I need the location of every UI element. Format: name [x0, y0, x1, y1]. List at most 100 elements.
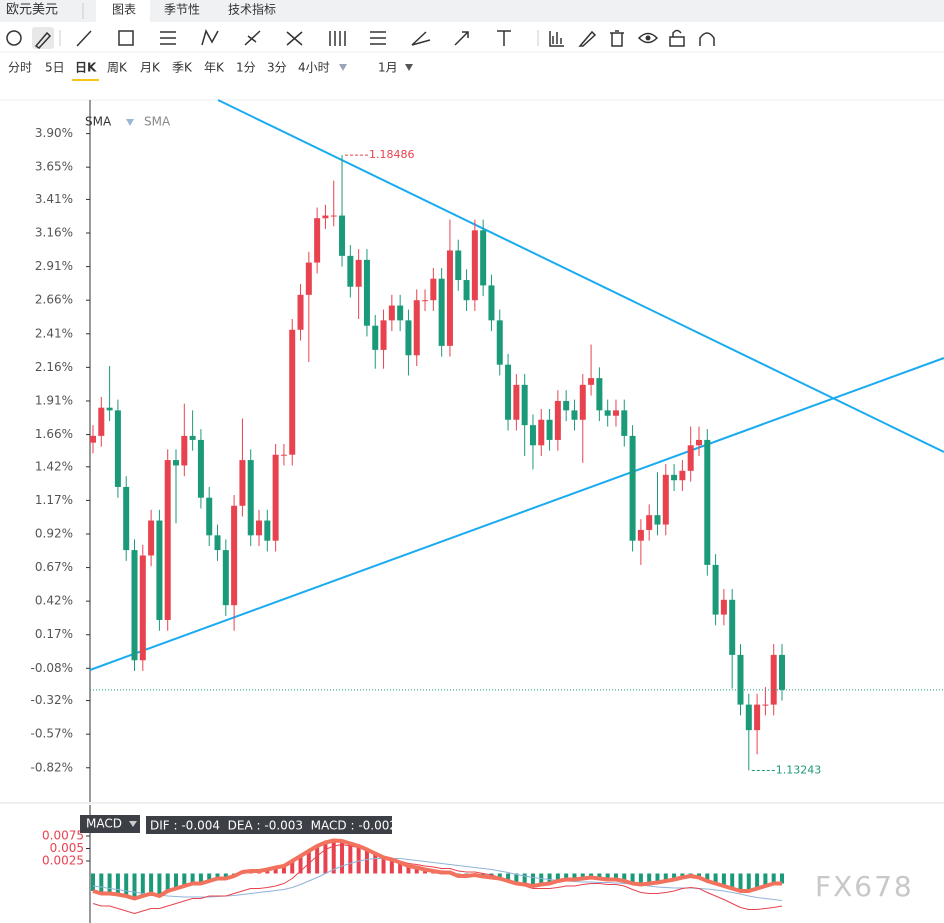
candle-body [131, 550, 138, 661]
candle-body [372, 325, 379, 350]
candle-body [579, 384, 586, 420]
tool-icon[interactable] [411, 31, 431, 46]
tool-icon[interactable] [6, 30, 22, 46]
active-tab-bg [96, 0, 150, 22]
indicator-box[interactable] [80, 815, 140, 833]
macd-bar [174, 873, 179, 889]
macd-bar [730, 873, 735, 889]
tool-icon[interactable] [637, 32, 659, 44]
tool-icon[interactable] [699, 32, 715, 46]
timeframe[interactable]: 周K [107, 61, 128, 75]
timeframe[interactable]: 1分 [236, 61, 256, 75]
tool-icon[interactable] [578, 30, 597, 47]
tool-icon[interactable] [286, 31, 303, 46]
candle-body [388, 305, 395, 321]
tool-icon[interactable] [329, 31, 346, 46]
tool-icon[interactable] [118, 30, 134, 46]
macd-bar [522, 873, 527, 885]
tool-icon[interactable] [610, 30, 624, 47]
trend-line[interactable] [89, 357, 944, 671]
candle-body [679, 470, 686, 481]
macd-bar [622, 873, 627, 881]
timeframe[interactable]: 日K [75, 61, 97, 75]
macd-bar [555, 873, 560, 881]
tool-icon[interactable] [497, 30, 511, 46]
candle-body [621, 410, 628, 436]
tab[interactable]: 季节性 [164, 3, 200, 17]
candle-body [762, 704, 769, 706]
tool-icon[interactable] [454, 31, 469, 46]
macd-bar [597, 873, 602, 879]
macd-bar [780, 873, 784, 884]
macd-line [92, 838, 782, 901]
macd-bar [663, 873, 668, 881]
macd-bar [672, 873, 677, 880]
candle-body [90, 435, 96, 443]
tool-icon[interactable] [370, 31, 386, 45]
dropdown-arrow[interactable] [339, 64, 347, 71]
y-tick-label: 1.17% [35, 493, 73, 507]
tool-icon[interactable] [34, 31, 52, 49]
tab[interactable]: 技术指标 [228, 2, 276, 17]
candle-body [554, 400, 561, 440]
candle-body [413, 300, 420, 356]
timeframe[interactable]: 3分 [267, 61, 287, 75]
y-tick-label: -0.82% [31, 760, 73, 774]
timeframe[interactable]: 1月 [378, 61, 398, 75]
tool-icon[interactable] [669, 29, 685, 47]
tool-icon[interactable] [160, 31, 176, 45]
macd-bar [506, 873, 511, 881]
macd-bar [721, 873, 726, 886]
candle-body [197, 439, 204, 498]
macd-bar [157, 873, 162, 896]
candle-body [114, 410, 121, 487]
tab[interactable]: 图表 [112, 3, 136, 17]
candle-body [322, 215, 329, 219]
timeframe[interactable]: 月K [140, 61, 161, 75]
dropdown-arrow[interactable] [405, 64, 413, 71]
watermark: FX678 [815, 870, 914, 903]
macd-bar [497, 873, 502, 879]
candle-body [98, 407, 105, 436]
candle-body [148, 520, 155, 556]
timeframe[interactable]: 4小时 [298, 61, 330, 75]
candle-body [106, 407, 113, 411]
timeframe[interactable]: 季K [172, 61, 193, 75]
candle-body [604, 410, 611, 416]
candle-body [612, 410, 619, 416]
trend-line[interactable] [217, 99, 944, 453]
candle-body [339, 215, 346, 256]
timeframe[interactable]: 5日 [45, 61, 65, 75]
candle-body [704, 439, 711, 565]
macd-bar [381, 857, 386, 874]
y-tick-label: 3.16% [35, 226, 73, 240]
high-label: 1.18486 [369, 148, 415, 161]
dropdown-arrow[interactable] [129, 821, 137, 827]
macd-bar [140, 873, 145, 896]
macd-bar [348, 843, 353, 874]
candle-body [480, 230, 487, 286]
tool-icon[interactable] [549, 31, 564, 47]
tool-icon[interactable] [244, 30, 261, 46]
macd-bar [547, 873, 552, 884]
candle-body [695, 439, 702, 446]
candle-body [496, 320, 503, 365]
tool-icon[interactable] [76, 30, 92, 47]
macd-bar [99, 873, 104, 894]
tool-icon[interactable] [201, 29, 219, 46]
candle-body [247, 460, 254, 536]
candle-body [181, 435, 188, 466]
candle-body [231, 505, 238, 606]
timeframe[interactable]: 年K [204, 61, 225, 75]
candle-body [206, 497, 213, 536]
macd-bar [647, 873, 652, 884]
y-tick-label: 1.91% [35, 393, 73, 407]
timeframe[interactable]: 分时 [8, 61, 32, 75]
candle-body [189, 435, 196, 440]
candle-body [397, 305, 404, 321]
macd-bar [223, 873, 228, 879]
candle-body [264, 520, 271, 541]
info-box [146, 816, 392, 834]
candle-body [405, 320, 412, 356]
macd-bar [124, 873, 129, 896]
